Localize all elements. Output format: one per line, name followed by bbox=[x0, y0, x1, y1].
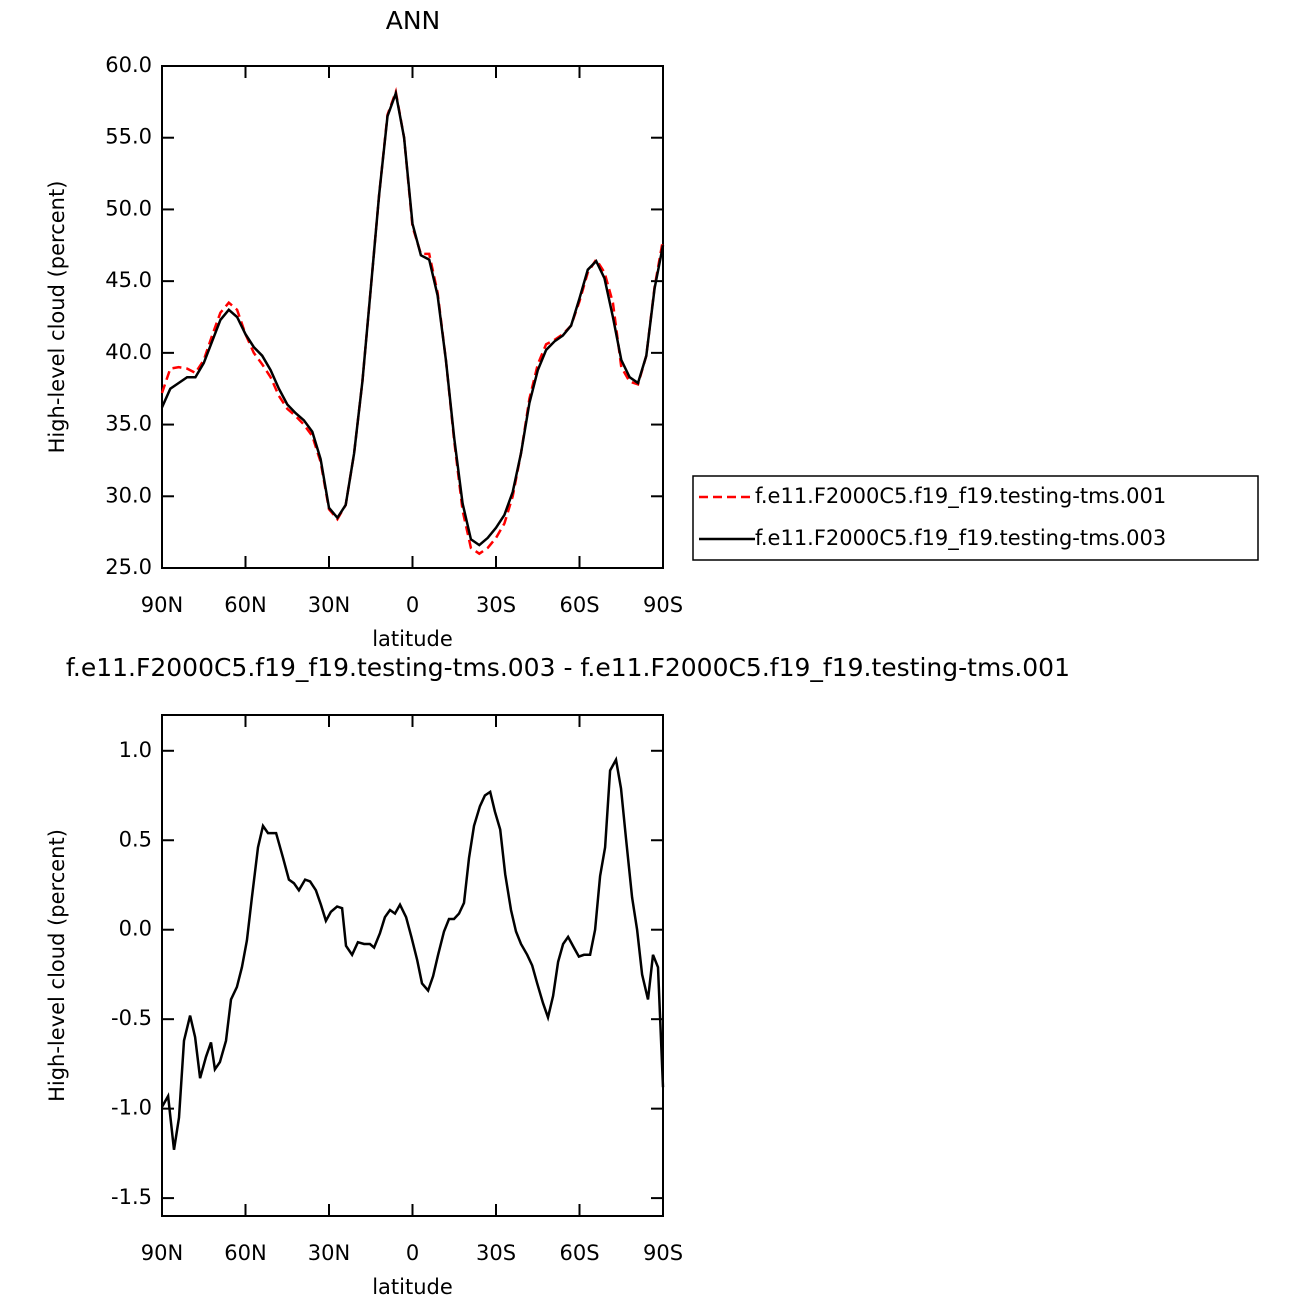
x-tick-label: 60S bbox=[559, 1241, 599, 1265]
y-axis-label: High-level cloud (percent) bbox=[45, 181, 69, 454]
legend-box bbox=[692, 475, 1259, 561]
chart-title: f.e11.F2000C5.f19_f19.testing-tms.003 - … bbox=[66, 653, 1070, 682]
y-tick-label: 60.0 bbox=[105, 53, 152, 77]
x-tick-label: 30S bbox=[476, 1241, 516, 1265]
y-tick-label: 30.0 bbox=[105, 483, 152, 507]
x-tick-label: 60N bbox=[224, 593, 266, 617]
x-tick-label: 30N bbox=[308, 593, 350, 617]
y-tick-label: 0.5 bbox=[119, 827, 152, 851]
y-tick-label: -1.0 bbox=[111, 1096, 152, 1120]
chart-title: ANN bbox=[386, 6, 441, 35]
plot-frame bbox=[161, 714, 664, 1217]
y-tick-label: 35.0 bbox=[105, 412, 152, 436]
y-tick-label: -1.5 bbox=[111, 1185, 152, 1209]
data-line bbox=[160, 755, 665, 1150]
x-tick-label: 60N bbox=[224, 1241, 266, 1265]
legend-label: f.e11.F2000C5.f19_f19.testing-tms.003 bbox=[755, 526, 1166, 551]
y-tick-label: 45.0 bbox=[105, 268, 152, 292]
x-tick-label: 90S bbox=[643, 593, 683, 617]
y-axis-label: High-level cloud (percent) bbox=[45, 829, 69, 1102]
y-tick-label: 1.0 bbox=[119, 738, 152, 762]
y-tick-label: 0.0 bbox=[119, 917, 152, 941]
data-line bbox=[160, 87, 665, 556]
data-line bbox=[160, 88, 665, 547]
y-tick-label: 55.0 bbox=[105, 125, 152, 149]
legend-label: f.e11.F2000C5.f19_f19.testing-tms.001 bbox=[755, 484, 1166, 509]
x-tick-label: 90N bbox=[141, 593, 183, 617]
x-tick-label: 0 bbox=[406, 593, 419, 617]
x-axis-label: latitude bbox=[372, 627, 453, 651]
y-tick-label: 25.0 bbox=[105, 555, 152, 579]
y-tick-label: 40.0 bbox=[105, 340, 152, 364]
x-tick-label: 60S bbox=[559, 593, 599, 617]
y-tick-label: -0.5 bbox=[111, 1006, 152, 1030]
x-tick-label: 90S bbox=[643, 1241, 683, 1265]
x-axis-label: latitude bbox=[372, 1275, 453, 1299]
x-tick-label: 90N bbox=[141, 1241, 183, 1265]
x-tick-label: 30N bbox=[308, 1241, 350, 1265]
y-tick-label: 50.0 bbox=[105, 196, 152, 220]
x-tick-label: 30S bbox=[476, 593, 516, 617]
x-tick-label: 0 bbox=[406, 1241, 419, 1265]
